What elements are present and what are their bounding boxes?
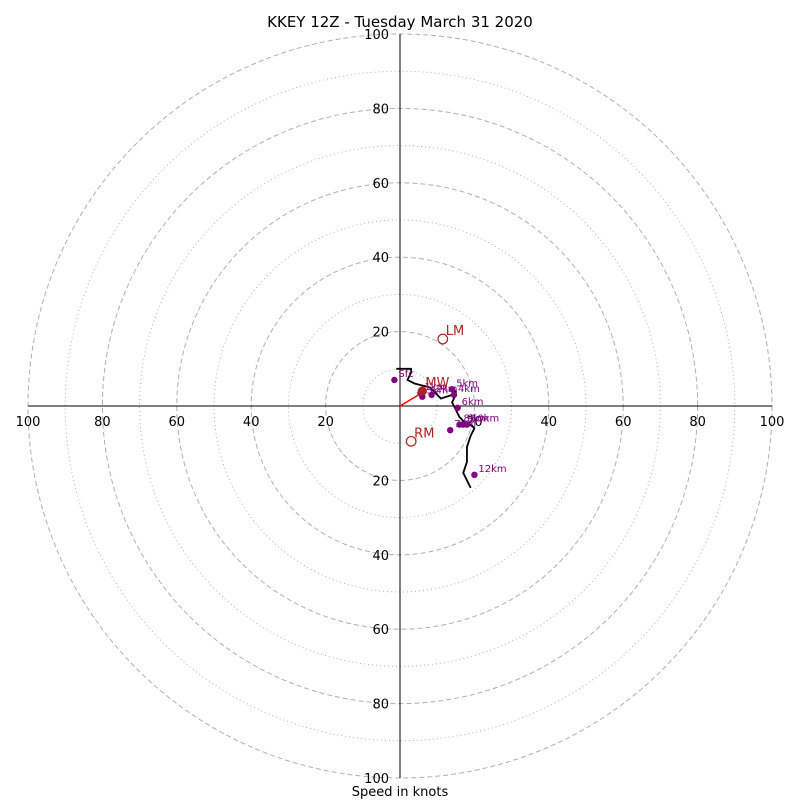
storm-motion-marker xyxy=(417,386,427,396)
x-tick-label: 60 xyxy=(615,415,632,430)
height-marker-label: 8km xyxy=(464,414,486,425)
height-marker-label: 4km xyxy=(458,384,480,395)
y-tick-label: 40 xyxy=(372,549,389,564)
y-tick-label: 20 xyxy=(372,474,389,489)
height-marker-label: 3km xyxy=(426,386,448,397)
x-tick-label: 60 xyxy=(169,415,186,430)
x-tick-label: 100 xyxy=(760,415,785,430)
height-marker-label: 6km xyxy=(462,397,484,408)
y-tick-label: 60 xyxy=(372,177,389,192)
y-tick-label: 20 xyxy=(372,326,389,341)
y-tick-label: 80 xyxy=(372,698,389,713)
height-marker xyxy=(454,404,461,412)
x-tick-label: 40 xyxy=(243,415,260,430)
storm-motion-marker xyxy=(437,333,449,345)
shear-vector xyxy=(399,394,419,407)
height-markers: Sfc1km2km3km4km5km6km7km8km9km10km12km xyxy=(391,369,507,479)
x-tick-label: 100 xyxy=(16,415,41,430)
height-marker xyxy=(448,386,456,393)
height-marker xyxy=(447,426,454,434)
storm-motion-label: LM xyxy=(446,324,464,339)
height-marker xyxy=(471,471,478,479)
hodograph-line xyxy=(396,367,476,489)
y-tick-label: 80 xyxy=(372,102,389,117)
y-tick-label: 60 xyxy=(372,623,389,638)
x-tick-label: 20 xyxy=(317,415,334,430)
storm-motions: LM MW RM xyxy=(405,324,464,447)
x-tick-label: 20 xyxy=(466,415,483,430)
height-marker-label: 12km xyxy=(478,464,506,475)
height-marker xyxy=(391,376,398,384)
y-tick-label: 40 xyxy=(372,251,389,266)
height-marker-label: 1km xyxy=(424,382,446,393)
axis-tick-labels: 100 100 80 80 60 60 40 40 20 20 20 20 40 40 60 60 80 80 10… xyxy=(16,28,785,787)
y-tick-label: 100 xyxy=(364,28,389,43)
x-axis-label: Speed in knots xyxy=(352,785,449,800)
y-tick-label: 100 xyxy=(364,772,389,787)
height-marker xyxy=(463,421,471,428)
height-marker-label: 9km xyxy=(467,414,489,425)
height-marker xyxy=(450,391,458,399)
storm-motion-marker xyxy=(405,435,417,447)
storm-motion-label: MW xyxy=(425,376,449,391)
height-marker-label: 10km xyxy=(471,414,499,425)
height-marker xyxy=(428,391,435,399)
x-tick-label: 40 xyxy=(541,415,558,430)
x-tick-label: 80 xyxy=(94,415,111,430)
height-marker-label: Sfc xyxy=(398,369,413,380)
height-marker-label: 2km xyxy=(436,384,458,395)
height-marker-label: 5km xyxy=(456,378,478,389)
hodograph-trace xyxy=(396,367,476,489)
x-tick-label: 80 xyxy=(689,415,706,430)
storm-motion-label: RM xyxy=(414,426,434,441)
chart-title: KKEY 12Z - Tuesday March 31 2020 xyxy=(267,13,533,31)
